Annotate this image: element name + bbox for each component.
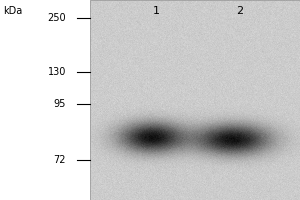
Text: 72: 72 bbox=[53, 155, 66, 165]
Bar bbox=[90, 0, 300, 200]
Text: 2: 2 bbox=[236, 6, 244, 16]
Text: 250: 250 bbox=[47, 13, 66, 23]
Text: 1: 1 bbox=[152, 6, 160, 16]
Text: 130: 130 bbox=[48, 67, 66, 77]
Text: 95: 95 bbox=[54, 99, 66, 109]
Text: kDa: kDa bbox=[3, 6, 22, 16]
